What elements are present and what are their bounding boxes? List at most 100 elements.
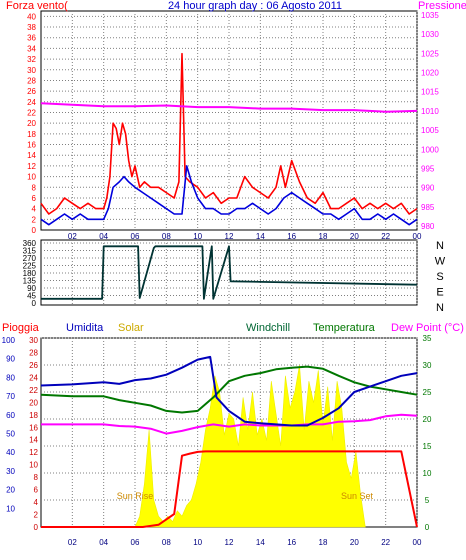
top-left-tick-label: 38 (27, 23, 36, 32)
top-left-tick-label: 6 (32, 194, 37, 203)
legend: Pioggia Umidita Solar Windchill Temperatura D… (2, 322, 464, 334)
top-left-tick-label: 32 (27, 55, 36, 64)
bottom-rain-tick-label: 10 (29, 461, 38, 470)
compass-label: N (436, 240, 444, 252)
bottom-x-tick-label: 10 (193, 538, 202, 547)
top-left-tick-label: 20 (27, 119, 36, 128)
middle-left-tick-label: 45 (27, 292, 36, 301)
bottom-right-tick-labels: 0 5 10 15 20 25 30 35 (423, 334, 432, 532)
bottom-humidity-tick-label: 50 (6, 430, 15, 439)
top-left-tick-label: 8 (32, 183, 37, 192)
bottom-rain-tick-label: 24 (29, 373, 38, 382)
middle-left-tick-label: 0 (32, 299, 37, 308)
bottom-x-tick-label: 12 (225, 538, 234, 547)
middle-grid (41, 240, 418, 305)
top-x-tick-label: 16 (287, 232, 296, 241)
top-left-tick-label: 16 (27, 141, 36, 150)
legend-entry: Umidita (66, 322, 104, 334)
top-series-gust (40, 52, 418, 215)
top-right-tick-label: 1020 (421, 68, 439, 77)
top-left-tick-label: 12 (27, 162, 36, 171)
top-left-tick-label: 14 (27, 151, 36, 160)
bottom-x-tick-label: 06 (131, 538, 140, 547)
bottom-humidity-tick-label: 40 (6, 448, 15, 457)
bottom-rain-tick-label: 14 (29, 436, 38, 445)
bottom-rain-tick-label: 6 (34, 486, 39, 495)
top-right-tick-label: 1030 (421, 30, 439, 39)
top-left-tick-label: 40 (27, 12, 36, 21)
bottom-x-tick-label: 22 (381, 538, 390, 547)
top-left-tick-label: 22 (27, 108, 36, 117)
legend-entry: Windchill (246, 322, 290, 334)
top-left-tick-label: 34 (27, 44, 36, 53)
top-left-tick-label: 4 (32, 205, 37, 214)
bottom-x-tick-label: 20 (350, 538, 359, 547)
top-x-tick-label: 12 (225, 232, 234, 241)
top-x-tick-label: 04 (99, 232, 108, 241)
top-right-tick-label: 985 (421, 203, 435, 212)
bottom-humidity-tick-label: 100 (2, 336, 16, 345)
top-grid (41, 11, 418, 230)
top-left-tick-label: 18 (27, 130, 36, 139)
bottom-x-tick-labels: 02 04 06 08 10 12 14 16 18 20 22 00 (68, 538, 422, 547)
bottom-rain-tick-label: 12 (29, 448, 38, 457)
bottom-humidity-tick-label: 70 (6, 392, 15, 401)
bottom-x-tick-label: 00 (413, 538, 422, 547)
top-right-tick-label: 980 (421, 222, 435, 231)
middle-left-tick-label: 360 (23, 239, 37, 248)
top-x-tick-label: 10 (193, 232, 202, 241)
top-x-tick-label: 14 (256, 232, 265, 241)
bottom-series-umidita (40, 355, 418, 427)
top-left-tick-label: 30 (27, 66, 36, 75)
middle-left-tick-label: 315 (23, 247, 37, 256)
top-left-tick-label: 26 (27, 87, 36, 96)
bottom-rain-tick-label: 26 (29, 361, 38, 370)
bottom-temp-tick-label: 0 (425, 523, 430, 532)
legend-entry: Temperatura (313, 322, 376, 334)
legend-entry: Dew Point (°C) (391, 322, 464, 334)
bottom-x-tick-label: 18 (319, 538, 328, 547)
top-right-tick-label: 1005 (421, 126, 439, 135)
bottom-rain-tick-label: 22 (29, 386, 38, 395)
bottom-humidity-tick-label: 80 (6, 373, 15, 382)
top-x-tick-label: 20 (350, 232, 359, 241)
bottom-humidity-tick-label: 20 (6, 486, 15, 495)
compass-label: S (436, 271, 443, 283)
top-left-axis-label: Forza vento( (6, 0, 68, 12)
top-x-tick-label: 00 (413, 232, 422, 241)
top-right-axis-label: Pressione (418, 0, 466, 12)
bottom-rain-tick-label: 18 (29, 411, 38, 420)
top-right-tick-label: 1025 (421, 49, 439, 58)
top-series-pressure (40, 102, 418, 113)
bottom-rain-tick-label: 28 (29, 348, 38, 357)
middle-left-tick-label: 135 (23, 277, 37, 286)
top-right-tick-label: 1015 (421, 88, 439, 97)
annotation-sun-set: Sun Set (341, 491, 374, 501)
top-right-tick-label: 1000 (421, 145, 439, 154)
compass-label: E (436, 287, 443, 299)
top-x-tick-label: 22 (381, 232, 390, 241)
legend-entry: Solar (118, 322, 144, 334)
top-right-tick-labels: 980 985 990 995 1000 1005 1010 1015 1020 1025 1030… (421, 11, 439, 231)
top-x-tick-label: 06 (131, 232, 140, 241)
bottom-x-tick-label: 16 (287, 538, 296, 547)
annotation-sun-rise: Sun Rise (117, 491, 154, 501)
annotations: Sun Rise Sun Set (117, 491, 374, 501)
top-x-tick-label: 02 (68, 232, 77, 241)
bottom-x-tick-label: 08 (162, 538, 171, 547)
top-left-tick-label: 24 (27, 98, 36, 107)
bottom-rain-tick-label: 16 (29, 423, 38, 432)
top-x-tick-labels: 02 04 06 08 10 12 14 16 18 20 22 00 (68, 232, 422, 241)
chart-title: 24 hour graph day : 06 Agosto 2011 (168, 0, 342, 12)
bottom-temp-tick-label: 30 (423, 361, 432, 370)
top-left-tick-label: 2 (32, 215, 37, 224)
bottom-rain-tick-label: 4 (34, 498, 39, 507)
top-series (40, 52, 418, 226)
bottom-x-tick-label: 02 (68, 538, 77, 547)
top-left-tick-label: 0 (32, 226, 37, 235)
bottom-rain-tick-label: 20 (29, 398, 38, 407)
